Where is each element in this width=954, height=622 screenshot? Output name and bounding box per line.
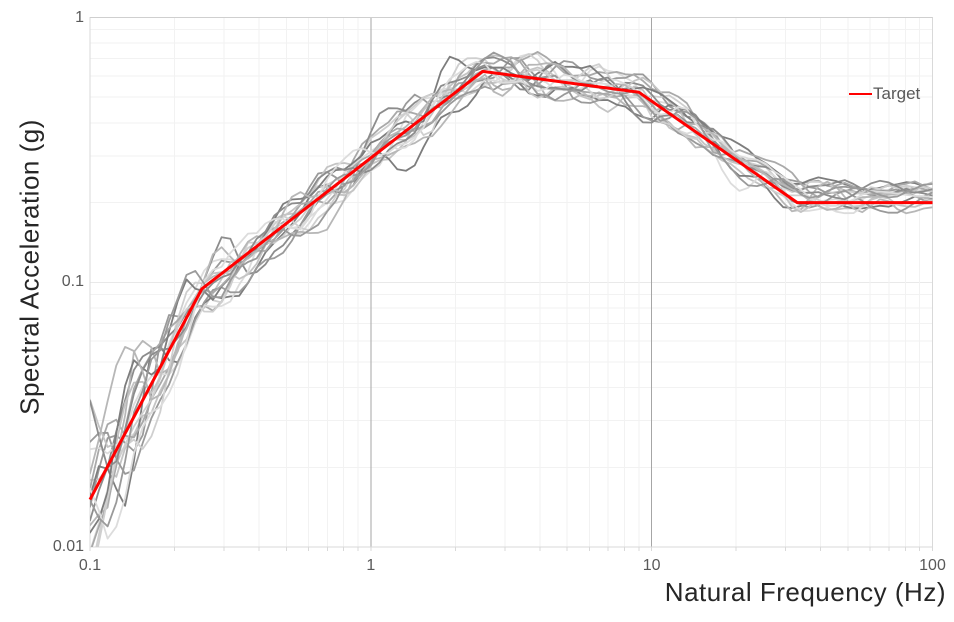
x-tick-label: 1	[366, 557, 376, 574]
x-tick-label: 100	[919, 557, 946, 574]
spectrum-line	[90, 52, 933, 547]
gridlines	[89, 16, 933, 548]
x-axis-tick-marks	[89, 547, 933, 551]
spectrum-line	[95, 53, 933, 547]
x-tick-label: 0.1	[78, 557, 102, 574]
spectrum-line	[90, 60, 933, 522]
x-tick-label: 10	[642, 557, 661, 574]
spectrum-line	[90, 56, 933, 547]
y-axis-title: Spectral Acceleration (g)	[14, 119, 45, 415]
spectrum-line	[90, 75, 933, 455]
legend-target-line-swatch	[849, 93, 872, 95]
y-tick-label: 0.01	[52, 538, 84, 555]
spectrum-line	[90, 73, 933, 527]
spectrum-line	[90, 51, 933, 491]
y-tick-label: 1	[75, 8, 84, 26]
spectrum-line	[90, 51, 933, 528]
spectrum-line	[97, 68, 933, 547]
legend: Target	[849, 84, 920, 104]
ensemble-spectra	[90, 51, 933, 547]
spectrum-line	[90, 61, 933, 540]
x-axis-title: Natural Frequency (Hz)	[664, 577, 946, 607]
spectrum-line	[90, 62, 933, 475]
target-spectrum-line	[88, 69, 933, 501]
legend-target-label: Target	[873, 84, 921, 103]
spectrum-line	[90, 56, 933, 469]
y-tick-label: 0.1	[61, 273, 84, 291]
